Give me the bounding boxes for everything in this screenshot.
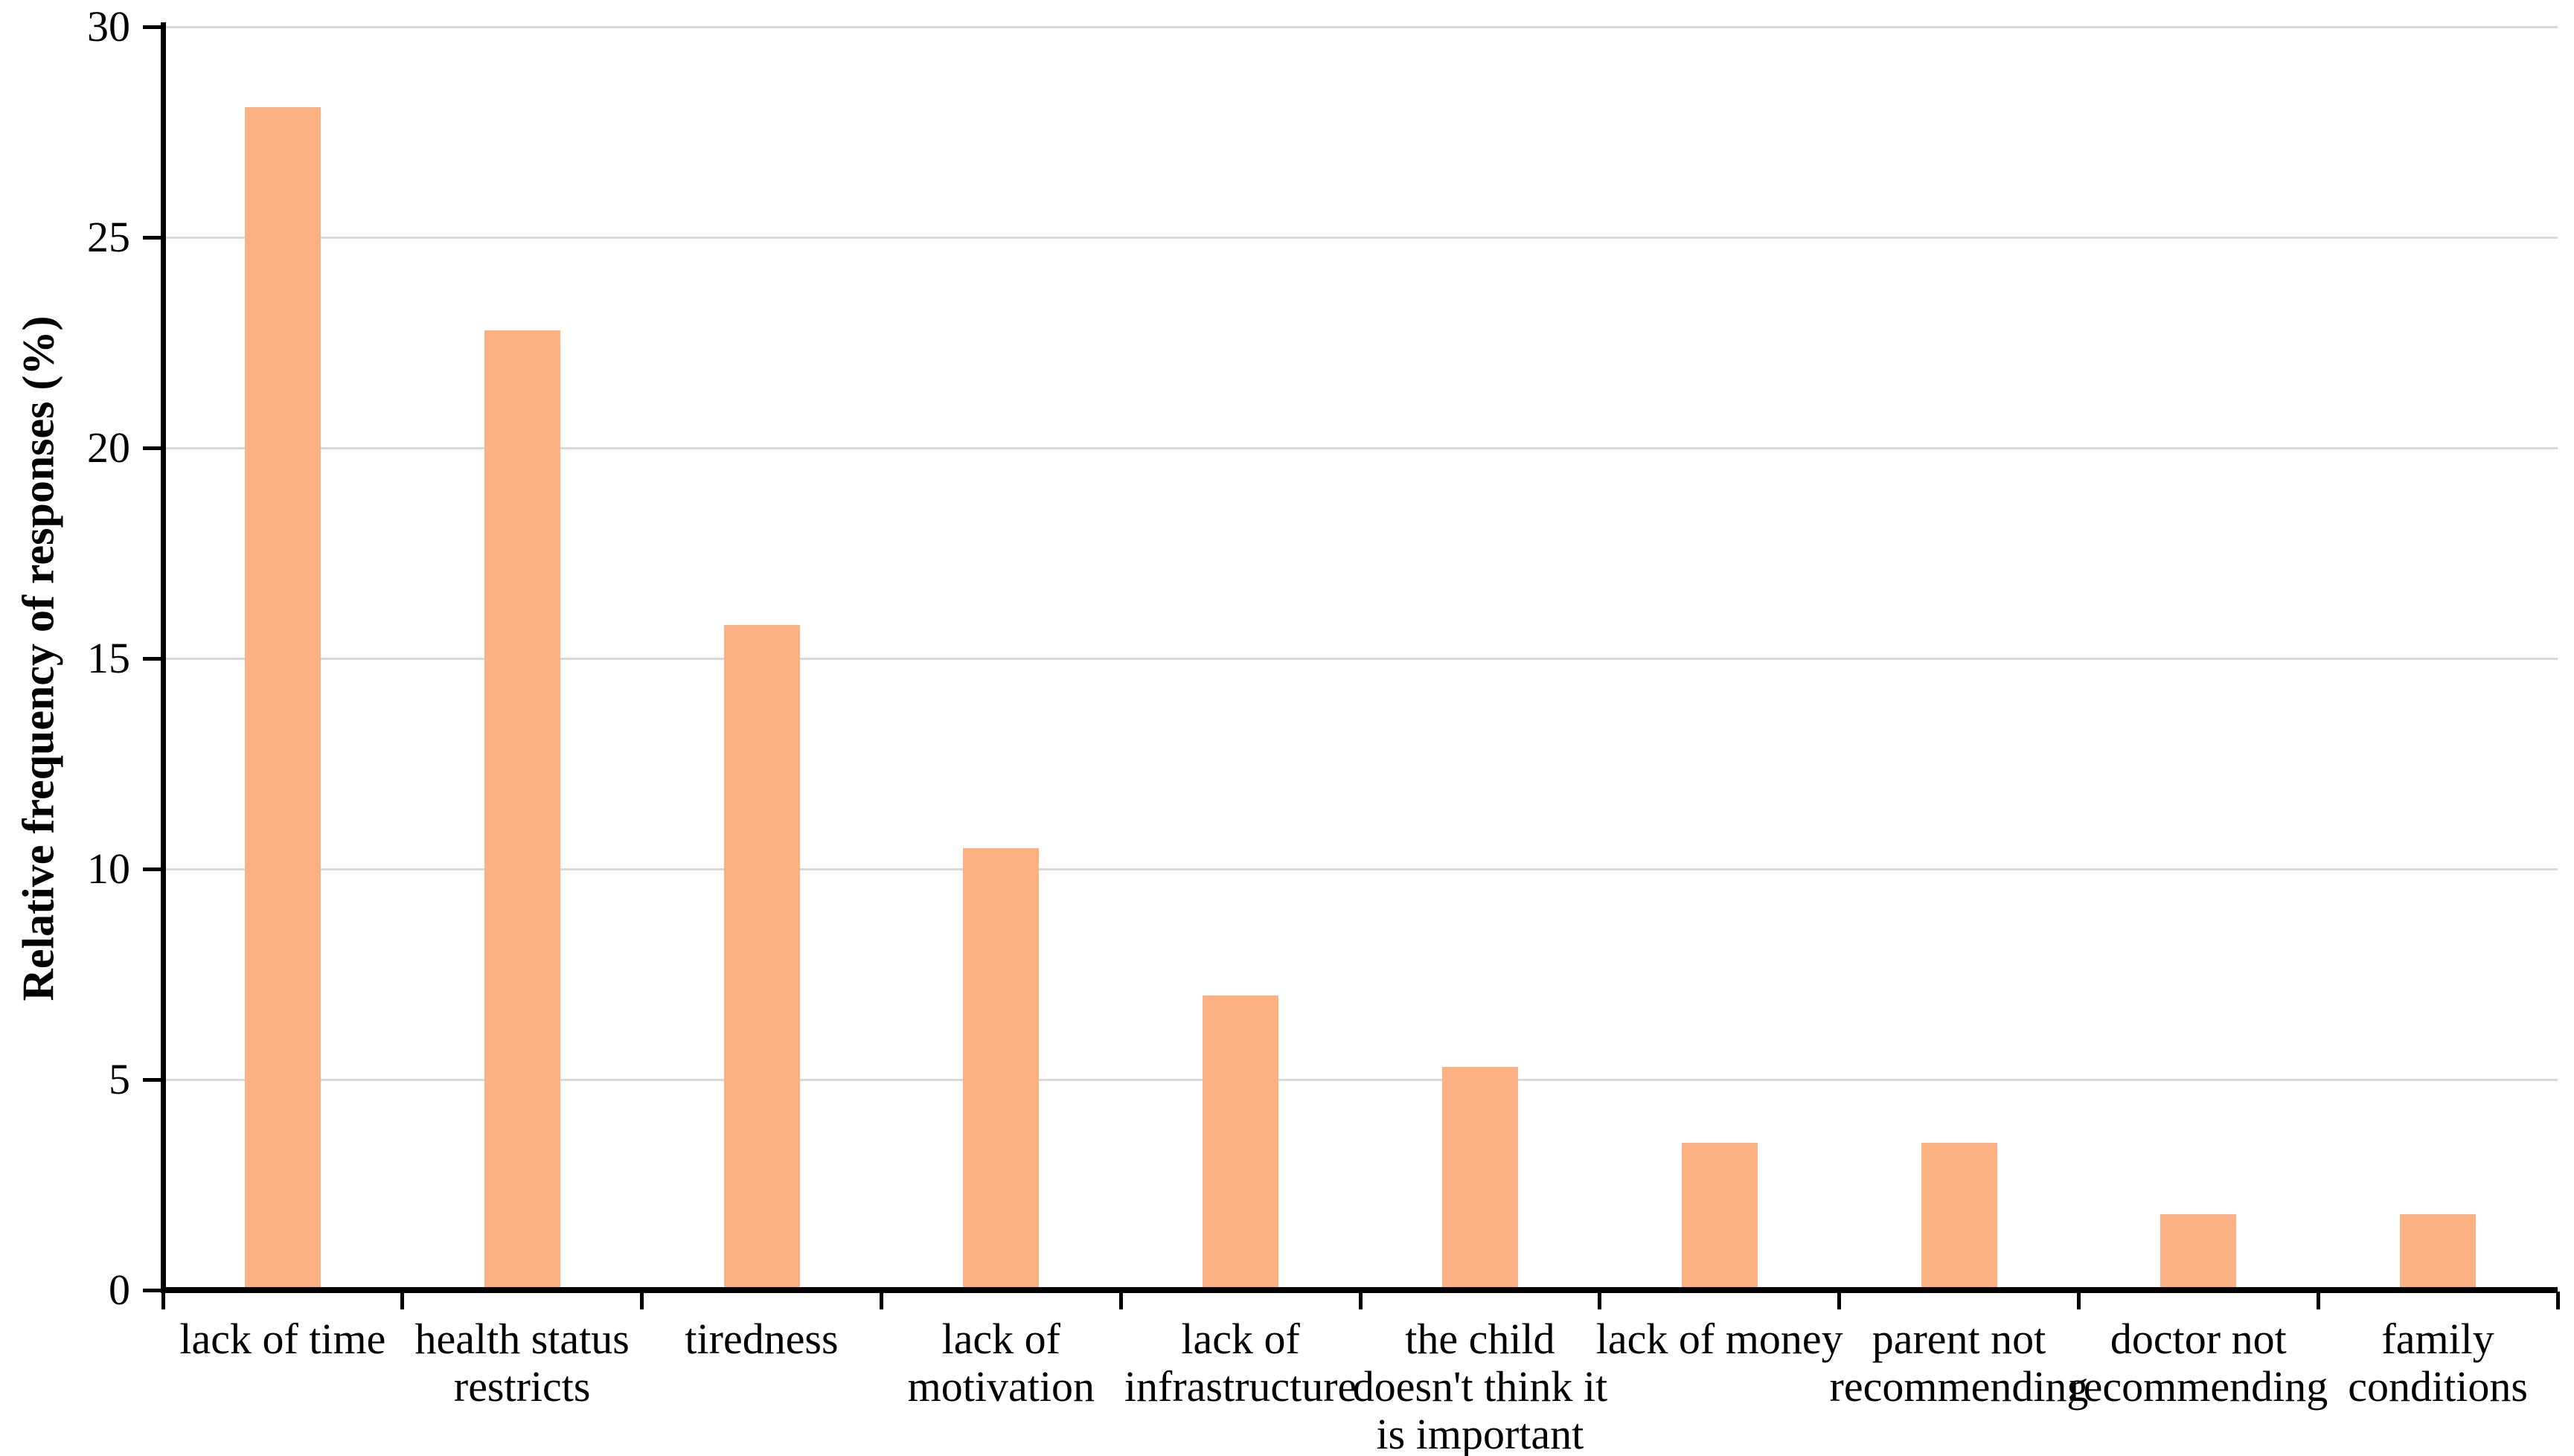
x-category-label-line: tiredness [685,1315,839,1363]
y-tick-label-10: 10 [87,844,130,893]
x-category-label-line: recommending [2069,1362,2328,1411]
x-category-label-line: lack of money [1595,1315,1843,1363]
x-category-label-family-conditions: family conditions [2274,1315,2574,1411]
bar-health-status-restricts [484,330,560,1290]
x-category-label-line: doesn't think it [1352,1362,1608,1411]
x-axis-tick-9 [2316,1292,2320,1309]
x-category-label-line: conditions [2348,1362,2528,1411]
gridline-15 [163,657,2558,660]
bar-family-conditions [2400,1214,2477,1290]
y-axis-tick-10 [143,867,161,871]
x-axis-tick-7 [1837,1292,1842,1309]
x-category-label-health-status-restricts: health status restricts [359,1315,686,1411]
y-axis-tick-25 [143,235,161,240]
x-axis-tick-2 [640,1292,644,1309]
gridline-10 [163,867,2558,870]
x-category-label-line: recommending [1829,1362,2089,1411]
bar-lack-of-infrastructure [1203,995,1279,1290]
x-category-label-line: is important [1376,1410,1584,1456]
gridline-5 [163,1078,2558,1081]
x-category-label-lack-of-motivation: lack of motivation [837,1315,1165,1411]
y-axis-tick-5 [143,1077,161,1082]
gridline-20 [163,446,2558,449]
y-tick-label-15: 15 [87,634,130,682]
x-category-label-parent-not-recommending: parent not recommending [1796,1315,2123,1411]
x-axis-tick-4 [1118,1292,1123,1309]
y-axis-tick-0 [143,1288,161,1292]
bar-lack-of-time [244,106,321,1290]
y-tick-label-30: 30 [87,2,130,51]
y-tick-label-25: 25 [87,213,130,261]
x-axis-tick-6 [1598,1292,1602,1309]
x-axis-tick-0 [161,1292,165,1309]
y-tick-label-20: 20 [87,423,130,472]
y-axis-tick-20 [143,446,161,450]
bar-lack-of-money [1681,1142,1758,1290]
x-axis-tick-10 [2555,1292,2560,1309]
x-axis-tick-5 [1358,1292,1363,1309]
x-category-label-lack-of-infrastructure: lack of infrastructure [1077,1315,1404,1411]
bar-doctor-not-recommending [2160,1214,2237,1290]
x-category-label-line: family [2381,1315,2494,1363]
y-axis-line [161,22,166,1293]
y-axis-tick-15 [143,656,161,661]
bar-tiredness [723,624,800,1290]
y-axis-tick-30 [143,25,161,29]
gridline-25 [163,236,2558,239]
x-category-label-line: lack of time [179,1315,386,1363]
x-category-label-line: infrastructure [1124,1362,1357,1411]
bar-lack-of-motivation [963,847,1040,1290]
bar-parent-not-recommending [1921,1142,1997,1290]
x-category-label-line: doctor not [2110,1315,2287,1363]
x-category-label-line: lack of [1181,1315,1300,1363]
x-axis-tick-8 [2076,1292,2081,1309]
x-axis-tick-3 [879,1292,883,1309]
x-category-label-line: restricts [453,1362,591,1411]
bar-the-child-doesn-t-think-it-is-important [1441,1067,1518,1290]
x-category-label-line: health status [414,1315,630,1363]
x-axis-tick-1 [400,1292,405,1309]
x-category-label-line: motivation [907,1362,1095,1411]
y-tick-label-5: 5 [109,1055,130,1103]
y-tick-label-0: 0 [109,1266,130,1314]
gridline-30 [163,25,2558,28]
x-category-label-lack-of-time: lack of time [119,1315,446,1363]
x-category-label-line: lack of [941,1315,1060,1363]
x-category-label-the-child-doesn-t-think-it-is-important: the child doesn't think it is important [1316,1315,1644,1456]
x-category-label-tiredness: tiredness [598,1315,926,1363]
x-category-label-doctor-not-recommending: doctor not recommending [2034,1315,2362,1411]
x-category-label-line: the child [1405,1315,1555,1363]
x-category-label-line: parent not [1872,1315,2046,1363]
x-category-label-lack-of-money: lack of money [1556,1315,1883,1363]
x-axis-line [161,1287,2558,1293]
